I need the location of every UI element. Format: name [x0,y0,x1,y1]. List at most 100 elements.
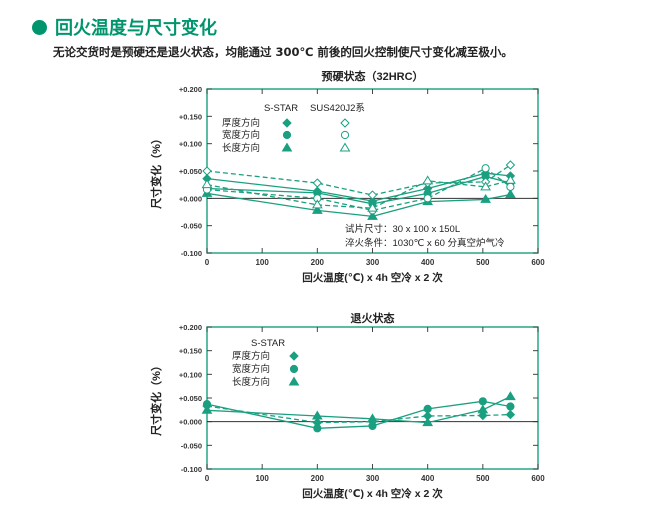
data-point [478,410,488,421]
data-point [367,210,378,220]
y-axis-label: 尺寸变化（%） [149,133,163,209]
x-tick-label: 500 [476,474,490,483]
section-subtitle: 无论交货时是预硬还是退火状态，均能通过 300℃ 前後的回火控制使尺寸变化减至极… [53,45,513,59]
legend-marker [289,351,299,361]
data-point [201,179,213,189]
legend-marker [339,142,351,152]
legend-marker [289,364,299,374]
annotation: 淬火条件：1030℃ x 60 分真空炉气冷 [345,237,505,249]
data-point [423,194,432,203]
series-line [206,172,511,202]
legend-label: 厚度方向 [222,117,260,129]
legend-marker [282,130,292,140]
legend-header: SUS420J2系 [310,103,365,114]
x-tick-label: 300 [366,474,380,483]
legend-marker [340,118,350,128]
y-tick-label: +0.150 [179,347,202,356]
y-tick-label: +0.200 [179,323,202,332]
legend-label: 宽度方向 [222,129,260,141]
data-point [367,190,378,200]
legend-marker [282,118,292,128]
data-point [313,424,322,433]
y-tick-label: +0.000 [179,418,202,427]
data-point [478,397,487,406]
data-point [367,202,378,212]
series-line [206,192,511,218]
section-title: 回火温度与尺寸变化 [55,18,217,39]
legend-header: S-STAR [251,338,285,349]
chart-title: 预硬状态（32HRC） [321,69,423,83]
data-point [505,409,516,420]
series-line [206,405,511,424]
legend-label: 厚度方向 [232,350,270,362]
y-tick-label: +0.100 [179,140,202,149]
chart-1: 预硬状态（32HRC） -0.100 -0.050 +0.000 +0.050 +0.10… [149,69,545,284]
y-tick-label: -0.100 [181,465,202,474]
x-tick-label: 0 [205,258,210,267]
series-line [206,164,511,196]
data-point [422,417,434,427]
series-line [206,175,511,205]
series-6 [201,174,516,212]
data-point [505,174,516,184]
annotation: 试片尺寸：30 x 100 x 150L [345,223,460,235]
x-tick-label: 400 [421,258,435,267]
data-point [311,204,323,214]
data-point [202,166,212,176]
y-axis-label: 尺寸变化（%） [149,360,163,436]
x-tick-label: 100 [255,474,269,483]
x-tick-label: 600 [531,258,545,267]
data-point [201,404,213,414]
series-3 [201,391,516,427]
series-1 [202,401,516,428]
y-tick-label: -0.050 [181,441,202,450]
x-tick-label: 0 [205,474,210,483]
legend-marker [288,376,300,386]
data-point [311,199,323,209]
legend-label: 宽度方向 [232,363,270,375]
legend-marker [340,130,350,140]
y-tick-label: +0.150 [179,112,202,121]
data-point [311,410,323,420]
x-tick-label: 100 [255,258,269,267]
bullet-icon [32,19,47,35]
data-point [480,193,491,203]
series-line [206,400,511,429]
legend-label: 长度方向 [222,142,260,154]
series-line [206,179,511,209]
legend-header: S-STAR [264,103,298,114]
data-point [477,404,489,414]
data-point [506,402,515,411]
section-header: 回火温度与尺寸变化 [32,14,217,40]
data-point [312,178,323,188]
data-point [481,164,490,173]
x-tick-label: 400 [421,474,435,483]
data-point [423,404,432,413]
chart-title: 退火状态 [351,311,395,325]
y-tick-label: +0.050 [179,167,202,176]
data-point [480,181,491,191]
chart-2: 退火状态 -0.100 -0.050 +0.000 +0.050 +0.100 +0.150… [149,311,545,500]
data-point [505,391,516,401]
y-tick-label: +0.100 [179,370,202,379]
x-tick-label: 600 [531,474,545,483]
x-axis-label: 回火温度(℃) x 4h 空冷 x 2 次 [302,271,443,284]
data-point [422,175,434,185]
series-5 [202,164,515,215]
x-tick-label: 500 [476,258,490,267]
data-point [505,160,516,170]
data-point [506,182,515,191]
series-line [206,167,511,212]
x-axis-label: 回火温度(℃) x 4h 空冷 x 2 次 [302,487,443,500]
legend-marker [281,142,293,152]
x-tick-label: 200 [311,258,325,267]
series-2 [202,397,515,433]
y-tick-label: -0.100 [181,249,202,258]
data-point [368,421,377,431]
data-point [505,189,516,199]
y-tick-label: +0.050 [179,394,202,403]
x-tick-label: 300 [366,258,380,267]
legend-label: 长度方向 [232,376,270,388]
